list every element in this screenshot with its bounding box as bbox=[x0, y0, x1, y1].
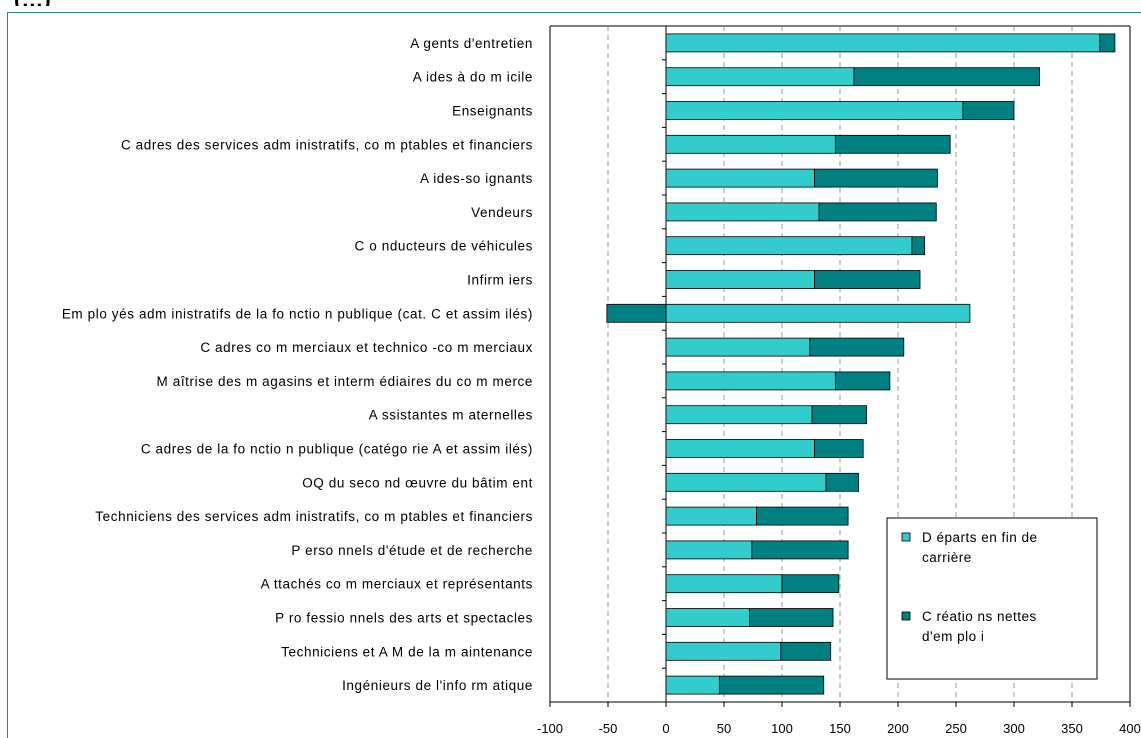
bar-creations bbox=[756, 506, 849, 526]
category-label: Infirm iers bbox=[467, 273, 533, 288]
bar-creations bbox=[781, 574, 840, 594]
bar-departs bbox=[665, 405, 813, 425]
x-tick-label: 200 bbox=[887, 721, 909, 736]
category-label: Enseignants bbox=[452, 104, 533, 119]
category-label: C adres de la fo nctio n publique (catég… bbox=[141, 442, 533, 457]
bar-creations bbox=[911, 236, 926, 256]
bar-creations bbox=[811, 405, 868, 425]
bar-creations bbox=[749, 608, 834, 627]
bar-creations bbox=[962, 101, 1015, 120]
bar-creations bbox=[834, 134, 951, 154]
category-label: P erso nnels d'étude et de recherche bbox=[291, 543, 533, 558]
category-label: A gents d'entretien bbox=[410, 36, 533, 51]
legend: D éparts en fin de carrière C réatio ns … bbox=[886, 517, 1098, 680]
bar-departs bbox=[665, 236, 913, 256]
legend-swatch-creations bbox=[901, 611, 911, 621]
bar-creations bbox=[818, 202, 937, 222]
category-label: A ttachés co m merciaux et représentants bbox=[261, 577, 533, 592]
x-tick-label: 100 bbox=[771, 721, 793, 736]
bar-creations bbox=[606, 303, 667, 323]
bar-departs bbox=[665, 506, 757, 526]
bar-departs bbox=[665, 168, 815, 188]
bars-layer bbox=[606, 33, 1116, 695]
bar-creations bbox=[825, 472, 859, 492]
category-label: C adres des services adm inistratifs, co… bbox=[121, 137, 533, 152]
category-label: Techniciens des services adm inistratifs… bbox=[95, 509, 533, 524]
bar-departs bbox=[665, 67, 855, 87]
bar-departs bbox=[665, 439, 815, 458]
category-label: A ssistantes m aternelles bbox=[369, 408, 533, 423]
bar-departs bbox=[665, 101, 964, 120]
x-tick-label: 250 bbox=[945, 721, 967, 736]
category-label: A ides-so ignants bbox=[420, 171, 533, 186]
bar-creations bbox=[780, 641, 832, 661]
legend-swatch-departs bbox=[901, 532, 911, 542]
bar-departs bbox=[665, 540, 753, 560]
bar-creations bbox=[814, 168, 938, 188]
bar-departs bbox=[665, 134, 836, 154]
category-label: C adres co m merciaux et technico -co m … bbox=[200, 340, 533, 355]
legend-label-departs-line2: carrière bbox=[922, 550, 972, 565]
category-label: OQ du seco nd œuvre du bâtim ent bbox=[302, 475, 533, 490]
category-labels: A gents d'entretien A ides à do m icile En… bbox=[62, 36, 533, 693]
bar-departs bbox=[665, 675, 720, 695]
bar-creations bbox=[814, 270, 921, 289]
category-label: M aîtrise des m agasins et interm édiair… bbox=[157, 374, 533, 389]
bar-departs bbox=[665, 202, 820, 222]
chart-frame bbox=[7, 12, 1141, 738]
category-label: C o nducteurs de véhicules bbox=[355, 239, 533, 254]
bar-creations bbox=[853, 67, 1040, 87]
category-label: Vendeurs bbox=[471, 205, 533, 220]
x-tick-label: 50 bbox=[717, 721, 731, 736]
x-tick-label: 350 bbox=[1061, 721, 1083, 736]
legend-label-creations-line1: C réatio ns nettes bbox=[922, 609, 1037, 624]
bar-departs bbox=[665, 337, 811, 357]
bar-departs bbox=[665, 270, 815, 289]
legend-label-creations-line2: d'em plo i bbox=[922, 629, 984, 644]
x-tick-label: 300 bbox=[1003, 721, 1025, 736]
x-tick-label: 400 bbox=[1119, 721, 1141, 736]
bar-departs bbox=[665, 641, 782, 661]
x-axis-ticks: -100 -50 0 50 100 150 200 250 300 350 400 bbox=[537, 25, 1141, 736]
category-label: P ro fessio nnels des arts et spectacles bbox=[275, 611, 533, 626]
bar-creations bbox=[809, 337, 905, 357]
bar-departs bbox=[665, 574, 783, 594]
category-label: Ingénieurs de l'info rm atique bbox=[342, 678, 533, 693]
bar-creations bbox=[834, 371, 891, 391]
bar-departs bbox=[665, 472, 827, 492]
category-label: Em plo yés adm inistratifs de la fo ncti… bbox=[62, 306, 533, 321]
category-label: A ides à do m icile bbox=[413, 70, 533, 85]
bar-departs bbox=[665, 33, 1101, 53]
bar-departs bbox=[665, 608, 750, 627]
bar-creations bbox=[814, 439, 864, 458]
bar-creations bbox=[1099, 33, 1116, 53]
x-tick-label: 150 bbox=[829, 721, 851, 736]
bar-departs bbox=[665, 303, 971, 323]
category-label: Techniciens et A M de la m aintenance bbox=[281, 644, 533, 659]
x-tick-label: -100 bbox=[537, 721, 563, 736]
bar-creations bbox=[751, 540, 849, 560]
legend-label-departs-line1: D éparts en fin de bbox=[922, 530, 1038, 545]
bar-creations bbox=[718, 675, 825, 695]
x-tick-label: 0 bbox=[662, 721, 669, 736]
bar-departs bbox=[665, 371, 836, 391]
header-fragment: (…) bbox=[14, 0, 51, 6]
legend-box bbox=[886, 517, 1098, 680]
x-tick-label: -50 bbox=[599, 721, 618, 736]
